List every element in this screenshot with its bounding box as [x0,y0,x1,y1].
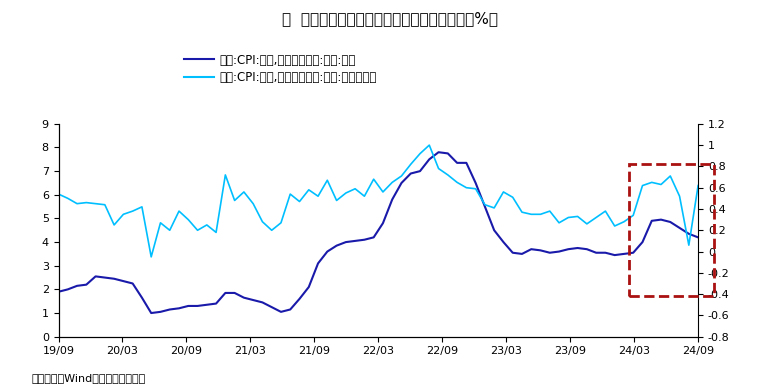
Text: 图  美国不含住房租金的服务通胀同比和环比（%）: 图 美国不含住房租金的服务通胀同比和环比（%） [282,12,498,27]
Bar [629,164,714,296]
Text: 资料来源：Wind，海通证券研究所: 资料来源：Wind，海通证券研究所 [31,373,145,383]
Legend: 美国:CPI:服务,不含住房租金:季调:同比, 美国:CPI:服务,不含住房租金:季调:环比（右）: 美国:CPI:服务,不含住房租金:季调:同比, 美国:CPI:服务,不含住房租金… [179,49,381,89]
